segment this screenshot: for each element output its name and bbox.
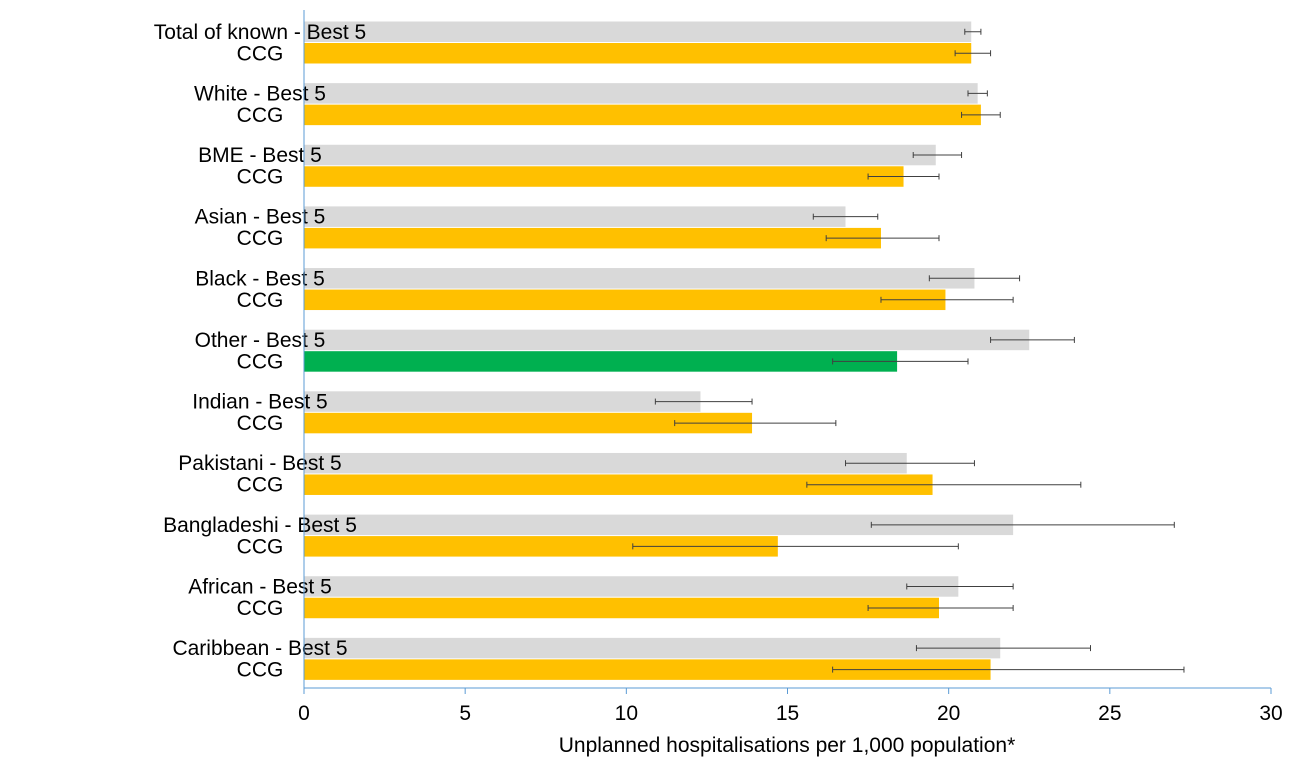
error-bars-layer bbox=[632, 28, 1185, 673]
category-label-other-ccg: CCG bbox=[237, 350, 284, 373]
bar-other-ccg bbox=[304, 351, 898, 372]
category-label-caribbean-ccg: CCG bbox=[237, 659, 284, 682]
error-bar-total-of-known-best5 bbox=[964, 28, 982, 35]
bar-asian-best5 bbox=[304, 206, 846, 227]
error-bar-asian-ccg bbox=[825, 235, 940, 242]
error-bar-bme-ccg bbox=[867, 173, 940, 180]
x-tick-label-0: 0 bbox=[298, 702, 310, 725]
error-bar-indian-ccg bbox=[674, 420, 837, 427]
category-label-white-best5: White - Best 5 bbox=[194, 82, 326, 105]
category-label-other-best5: Other - Best 5 bbox=[195, 329, 326, 352]
error-bar-indian-best5 bbox=[654, 398, 753, 405]
x-axis-title: Unplanned hospitalisations per 1,000 pop… bbox=[559, 734, 1016, 757]
x-tick-label-25: 25 bbox=[1098, 702, 1121, 725]
category-label-indian-best5: Indian - Best 5 bbox=[192, 391, 327, 414]
error-bar-black-best5 bbox=[928, 275, 1021, 282]
error-bar-african-ccg bbox=[867, 604, 1014, 611]
error-bar-bangladeshi-best5 bbox=[870, 521, 1175, 528]
x-tick-label-5: 5 bbox=[459, 702, 471, 725]
x-tick-label-30: 30 bbox=[1259, 702, 1282, 725]
bar-bme-best5 bbox=[304, 144, 936, 166]
bar-caribbean-ccg bbox=[304, 659, 991, 680]
bars-layer bbox=[304, 21, 1030, 680]
error-bar-caribbean-best5 bbox=[915, 645, 1091, 652]
error-bar-pakistani-ccg bbox=[806, 481, 1082, 488]
category-label-asian-ccg: CCG bbox=[237, 227, 284, 250]
error-bar-other-best5 bbox=[990, 336, 1075, 343]
category-label-bangladeshi-best5: Bangladeshi - Best 5 bbox=[163, 514, 357, 537]
bar-white-best5 bbox=[304, 83, 978, 104]
bar-bangladeshi-best5 bbox=[304, 514, 1014, 536]
category-label-indian-ccg: CCG bbox=[237, 412, 284, 435]
bar-black-best5 bbox=[304, 268, 975, 289]
bar-caribbean-best5 bbox=[304, 637, 1001, 659]
category-label-asian-best5: Asian - Best 5 bbox=[195, 206, 326, 229]
bar-indian-best5 bbox=[304, 391, 701, 412]
bar-pakistani-ccg bbox=[304, 474, 933, 495]
bar-white-ccg bbox=[304, 104, 981, 126]
error-bar-other-ccg bbox=[832, 358, 969, 365]
category-label-total-of-known-best5: Total of known - Best 5 bbox=[154, 21, 366, 44]
error-bar-bangladeshi-ccg bbox=[632, 543, 959, 550]
category-label-bme-best5: BME - Best 5 bbox=[198, 144, 322, 167]
bar-bme-ccg bbox=[304, 166, 904, 187]
bar-other-best5 bbox=[304, 329, 1030, 351]
category-label-black-best5: Black - Best 5 bbox=[195, 267, 325, 290]
error-bar-bme-best5 bbox=[912, 152, 963, 159]
category-label-bangladeshi-ccg: CCG bbox=[237, 535, 284, 558]
error-bar-asian-best5 bbox=[812, 213, 879, 220]
bar-black-ccg bbox=[304, 289, 946, 311]
x-tick-label-20: 20 bbox=[937, 702, 960, 725]
error-bar-black-ccg bbox=[880, 296, 1014, 303]
category-label-total-of-known-ccg: CCG bbox=[237, 42, 284, 65]
bar-african-best5 bbox=[304, 576, 959, 597]
bar-asian-ccg bbox=[304, 227, 881, 249]
error-bar-caribbean-ccg bbox=[832, 666, 1185, 673]
category-label-caribbean-best5: Caribbean - Best 5 bbox=[172, 637, 347, 660]
category-label-african-ccg: CCG bbox=[237, 597, 284, 620]
bar-pakistani-best5 bbox=[304, 452, 907, 474]
error-bar-white-ccg bbox=[961, 111, 1001, 118]
category-label-white-ccg: CCG bbox=[237, 104, 284, 127]
bar-african-ccg bbox=[304, 597, 939, 619]
error-bar-total-of-known-ccg bbox=[954, 50, 992, 57]
x-tick-label-15: 15 bbox=[776, 702, 799, 725]
category-label-pakistani-ccg: CCG bbox=[237, 474, 284, 497]
error-bar-pakistani-best5 bbox=[845, 460, 975, 467]
category-label-pakistani-best5: Pakistani - Best 5 bbox=[178, 452, 341, 475]
bar-total-of-known-best5 bbox=[304, 21, 972, 42]
axes-layer: 0 5 10 15 20 25 30 bbox=[298, 10, 1283, 725]
category-label-bme-ccg: CCG bbox=[237, 166, 284, 189]
error-bar-white-best5 bbox=[967, 90, 988, 97]
x-tick-label-10: 10 bbox=[615, 702, 638, 725]
bar-indian-ccg bbox=[304, 412, 753, 434]
error-bar-african-best5 bbox=[906, 583, 1014, 590]
category-label-african-best5: African - Best 5 bbox=[188, 575, 332, 598]
category-label-black-ccg: CCG bbox=[237, 289, 284, 312]
bar-total-of-known-ccg bbox=[304, 43, 972, 64]
bar-bangladeshi-ccg bbox=[304, 536, 778, 557]
